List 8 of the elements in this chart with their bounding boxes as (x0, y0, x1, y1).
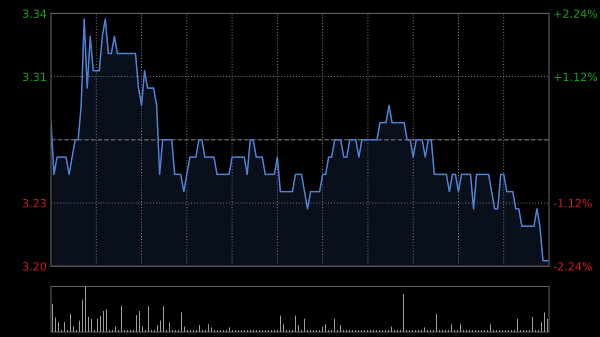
y2-tick-label: -2.24% (554, 262, 592, 271)
y2-tick-label: -1.12% (554, 199, 592, 208)
y-tick-label: 3.31 (22, 72, 46, 82)
y-tick-label: 3.23 (22, 199, 46, 208)
y2-tick-label: +1.12% (554, 72, 598, 82)
y-tick-label: 3.20 (22, 262, 46, 271)
y-tick-label: 3.34 (22, 9, 46, 18)
y2-tick-label: +2.24% (554, 9, 598, 18)
